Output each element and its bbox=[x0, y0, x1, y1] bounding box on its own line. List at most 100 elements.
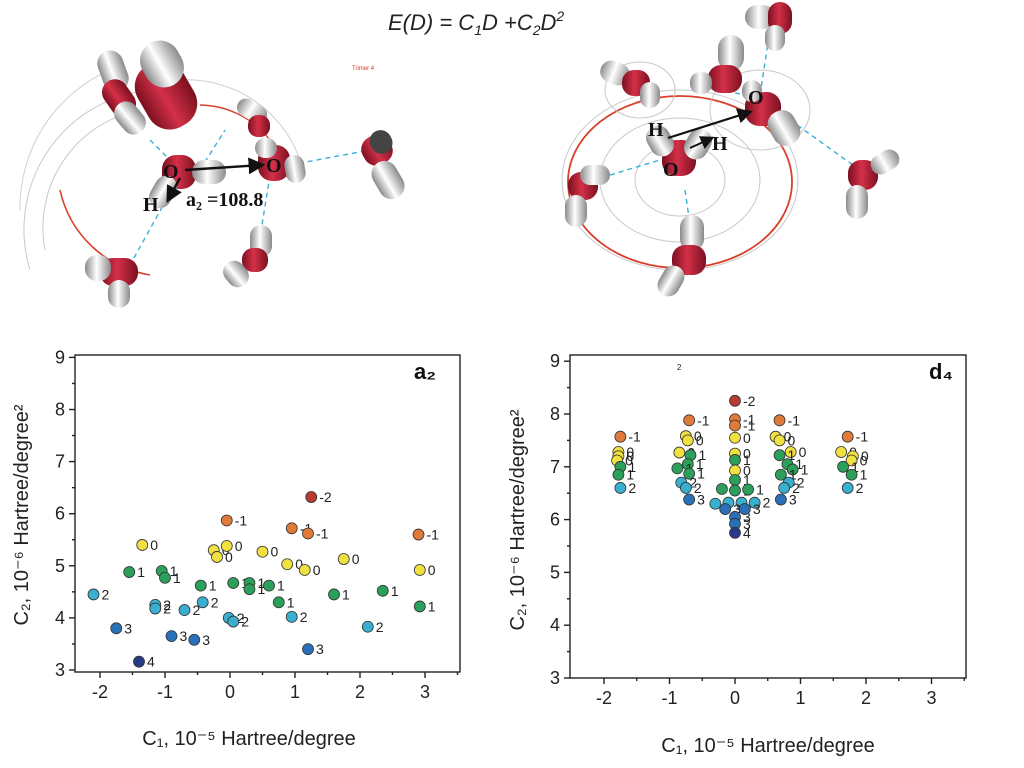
data-point bbox=[786, 463, 799, 476]
data-point-label: 0 bbox=[696, 432, 704, 448]
x-axis-title-d4: C₁, 10⁻⁵ Hartree/degree bbox=[661, 735, 874, 757]
data-point bbox=[196, 596, 209, 609]
angle-label: a₂ =108.8 bbox=[186, 189, 263, 211]
data-point-label: 3 bbox=[789, 492, 797, 508]
panel-label-a2: a₂ bbox=[414, 359, 436, 384]
data-point bbox=[281, 558, 294, 571]
data-point-label: 2 bbox=[300, 609, 308, 625]
data-point bbox=[361, 620, 374, 633]
y-tick-label: 8 bbox=[550, 404, 560, 424]
data-point bbox=[774, 468, 787, 481]
data-point-label: -1 bbox=[743, 418, 756, 434]
data-point bbox=[729, 419, 741, 432]
data-point bbox=[729, 484, 741, 497]
data-point-label: 1 bbox=[743, 452, 751, 468]
data-point-label: 0 bbox=[861, 448, 869, 464]
data-point bbox=[773, 449, 786, 462]
data-point bbox=[709, 497, 722, 510]
data-point-label: 2 bbox=[102, 586, 110, 602]
data-point-label: 3 bbox=[733, 501, 741, 517]
data-point-label: -1 bbox=[743, 411, 756, 427]
data-point bbox=[729, 526, 741, 539]
data-point bbox=[729, 454, 741, 466]
data-point-label: 3 bbox=[697, 492, 705, 508]
data-point-label: 0 bbox=[352, 551, 360, 567]
data-point-label: 1 bbox=[756, 482, 764, 498]
data-point-label: 2 bbox=[163, 597, 171, 613]
data-point-label: -2 bbox=[743, 393, 756, 409]
data-point bbox=[110, 622, 123, 635]
data-point-label: -1 bbox=[856, 429, 869, 445]
data-point-label: 2 bbox=[763, 495, 771, 511]
atom-label-h2: H bbox=[712, 133, 728, 155]
top-note-d4: 2 bbox=[677, 363, 682, 372]
x-tick-label: 2 bbox=[861, 688, 871, 708]
data-point-label: -1 bbox=[788, 412, 801, 428]
data-point bbox=[784, 446, 797, 458]
data-point-label: 1 bbox=[697, 466, 705, 482]
x-tick-label: -1 bbox=[661, 688, 677, 708]
data-point-label: 3 bbox=[202, 632, 210, 648]
data-point-label: 1 bbox=[851, 459, 859, 475]
data-point bbox=[302, 643, 314, 656]
data-point bbox=[285, 610, 298, 623]
y-tick-label: 9 bbox=[55, 347, 65, 367]
x-tick-label: 1 bbox=[795, 688, 805, 708]
atom-label-o2: O bbox=[266, 155, 282, 177]
data-point-label: 1 bbox=[626, 467, 634, 483]
data-point-label: -1 bbox=[316, 525, 329, 541]
data-point-label: 0 bbox=[743, 430, 751, 446]
data-point-label: 2 bbox=[694, 480, 702, 496]
data-point-label: 2 bbox=[689, 475, 697, 491]
data-point bbox=[413, 564, 426, 576]
data-point bbox=[671, 462, 684, 475]
data-point-label: 3 bbox=[124, 620, 132, 636]
data-point-label: 1 bbox=[860, 467, 868, 483]
data-point bbox=[774, 493, 787, 506]
y-tick-label: 4 bbox=[55, 608, 65, 628]
y-tick-label: 7 bbox=[55, 452, 65, 472]
x-tick-label: -2 bbox=[92, 682, 108, 702]
y-axis-title-a2: C₂, 10⁻⁶ Hartree/degree² bbox=[11, 404, 33, 625]
data-point-label: 1 bbox=[743, 472, 751, 488]
x-tick-label: 0 bbox=[225, 682, 235, 702]
data-point-label: 1 bbox=[287, 594, 295, 610]
data-point-label: 1 bbox=[277, 578, 285, 594]
y-axis-title-d4: C₂, 10⁻⁶ Hartree/degree² bbox=[507, 409, 529, 630]
data-point bbox=[136, 539, 149, 551]
data-point bbox=[681, 434, 694, 447]
data-point bbox=[376, 584, 389, 597]
y-tick-label: 3 bbox=[550, 668, 560, 688]
data-point bbox=[194, 579, 207, 592]
data-point bbox=[748, 496, 761, 509]
data-point-label: 0 bbox=[235, 538, 243, 554]
data-point-label: 2 bbox=[792, 480, 800, 496]
data-point bbox=[133, 655, 145, 668]
data-point bbox=[679, 482, 692, 494]
data-point bbox=[87, 588, 100, 601]
data-point bbox=[773, 414, 786, 427]
y-tick-label: 9 bbox=[550, 351, 560, 371]
data-point bbox=[673, 446, 686, 459]
data-point bbox=[614, 482, 627, 494]
data-point-label: 1 bbox=[209, 578, 217, 594]
data-point bbox=[227, 615, 240, 628]
data-point-label: 1 bbox=[258, 575, 266, 591]
data-point-label: 0 bbox=[313, 562, 321, 578]
water-cluster-left-illustration: O O H a₂ =108.8 Trimer 4 bbox=[19, 40, 405, 308]
data-point-label: 0 bbox=[150, 537, 158, 553]
data-point bbox=[220, 514, 233, 527]
data-point bbox=[778, 482, 791, 494]
data-point bbox=[716, 483, 728, 495]
x-tick-label: 3 bbox=[926, 688, 936, 708]
data-point bbox=[298, 564, 311, 576]
data-point-label: 3 bbox=[753, 501, 761, 517]
data-point-label: -1 bbox=[427, 527, 440, 543]
data-point-label: 2 bbox=[628, 480, 636, 496]
data-point-label: 0 bbox=[625, 452, 633, 468]
data-point bbox=[227, 577, 240, 589]
y-tick-label: 7 bbox=[550, 457, 560, 477]
tiny-caption: Trimer 4 bbox=[352, 66, 375, 72]
data-point-label: 2 bbox=[237, 610, 245, 626]
